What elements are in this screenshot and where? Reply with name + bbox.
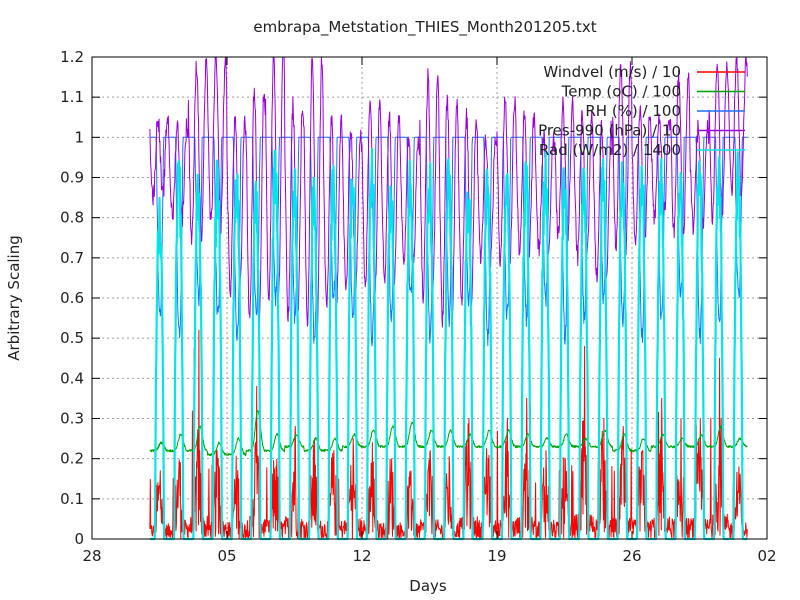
y-tick-label: 0.6: [60, 289, 84, 307]
legend-label: Rad (W/m2) / 1400: [539, 141, 681, 159]
x-tick-label: 19: [487, 547, 506, 565]
series-line-1: [149, 410, 748, 457]
legend-label: Pres-990 (hPa) / 10: [538, 122, 681, 140]
y-tick-label: 1.2: [60, 48, 84, 66]
y-tick-label: 0.9: [60, 169, 84, 187]
x-axis-label: Days: [409, 577, 447, 595]
y-tick-label: 0.2: [60, 450, 84, 468]
series-line-3: [149, 56, 748, 330]
x-tick-label: 05: [217, 547, 236, 565]
legend-label: Temp (oC) / 100: [561, 83, 681, 101]
y-tick-label: 0.8: [60, 209, 84, 227]
legend-label: RH (%) / 100: [585, 102, 681, 120]
y-tick-label: 0.3: [60, 410, 84, 428]
legend-label: Windvel (m/s) / 10: [543, 63, 681, 81]
y-tick-label: 1.1: [60, 88, 84, 106]
y-tick-label: 0.4: [60, 369, 84, 387]
x-tick-label: 02: [757, 547, 776, 565]
x-tick-label: 26: [622, 547, 641, 565]
y-tick-label: 0.7: [60, 249, 84, 267]
y-tick-label: 1: [74, 128, 84, 146]
y-tick-label: 0: [74, 530, 84, 548]
x-tick-label: 12: [352, 547, 371, 565]
series-line-0: [149, 329, 748, 540]
y-axis-label: Arbitrary Scaling: [5, 235, 23, 361]
axis-ticks: 0 0.1 0.2 0.3 0.4 0.5 0.6 0.7 0.8 0.9 1 1.1 1.2 28 05 1…: [60, 48, 776, 565]
y-tick-label: 0.5: [60, 329, 84, 347]
series-line-2: [149, 136, 748, 347]
chart-title: embrapa_Metstation_THIES_Month201205.txt: [253, 18, 596, 37]
y-tick-label: 0.1: [60, 490, 84, 508]
x-tick-label: 28: [82, 547, 101, 565]
